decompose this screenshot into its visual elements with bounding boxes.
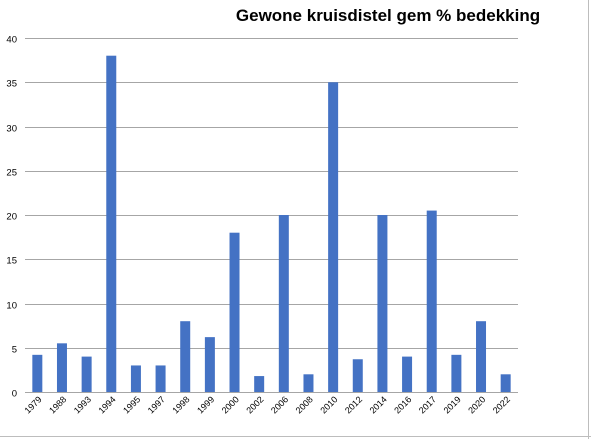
bar-2000 xyxy=(229,232,240,392)
x-tick-label: 1999 xyxy=(195,394,216,415)
bar-2012 xyxy=(352,359,363,392)
y-tick-label: 40 xyxy=(6,35,17,46)
x-tick-label: 2008 xyxy=(294,394,315,415)
x-tick-label: 2012 xyxy=(343,394,364,415)
x-tick-label: 1998 xyxy=(170,394,191,415)
bar-1993 xyxy=(81,356,92,392)
y-tick-label: 25 xyxy=(6,168,17,179)
bar-1997 xyxy=(155,365,166,392)
x-tick-label: 2014 xyxy=(368,394,389,415)
y-tick-label: 5 xyxy=(12,345,17,356)
x-tick-label: 2002 xyxy=(244,394,265,415)
x-tick-label: 2000 xyxy=(220,394,241,415)
y-tick-label: 35 xyxy=(6,79,17,90)
x-tick-label: 1994 xyxy=(96,394,117,415)
y-tick-label: 20 xyxy=(6,212,17,223)
bar-1999 xyxy=(204,337,215,392)
bar-2019 xyxy=(451,354,462,392)
right-frame-edge xyxy=(588,0,589,439)
x-tick-label: 1988 xyxy=(47,394,68,415)
bar-2008 xyxy=(303,374,314,392)
y-tick-label: 15 xyxy=(6,256,17,267)
bar-2006 xyxy=(278,215,289,392)
y-axis-tick-labels: 0 5 10 15 20 25 30 35 40 xyxy=(6,35,17,400)
bar-2002 xyxy=(254,376,265,392)
x-tick-label: 2006 xyxy=(269,394,290,415)
bar-1994 xyxy=(106,55,117,392)
x-tick-label: 2016 xyxy=(392,394,413,415)
x-tick-label: 1993 xyxy=(72,394,93,415)
bar-1998 xyxy=(180,321,191,392)
bar-2014 xyxy=(377,215,388,392)
x-tick-label: 2010 xyxy=(318,394,339,415)
bar-2017 xyxy=(426,210,437,392)
y-tick-label: 30 xyxy=(6,124,17,135)
bottom-frame-edge xyxy=(0,436,591,437)
bar-2016 xyxy=(402,356,413,392)
bar-2010 xyxy=(328,82,339,392)
bar-1995 xyxy=(130,365,141,392)
x-tick-label: 2019 xyxy=(442,394,463,415)
x-tick-label: 1997 xyxy=(146,394,167,415)
x-axis-tick-labels: 1979 1988 1993 1994 1995 1997 1998 1999 2000 2002… xyxy=(23,394,513,415)
bar-2020 xyxy=(476,321,487,392)
x-tick-label: 2020 xyxy=(466,394,487,415)
bars xyxy=(32,55,511,392)
x-tick-label: 2022 xyxy=(491,394,512,415)
bar-1988 xyxy=(56,343,67,392)
bar-1979 xyxy=(32,354,43,392)
chart-title: Gewone kruisdistel gem % bedekking xyxy=(235,6,541,25)
y-tick-label: 0 xyxy=(12,389,17,400)
x-tick-label: 1995 xyxy=(121,394,142,415)
y-tick-label: 10 xyxy=(6,301,17,312)
x-tick-label: 2017 xyxy=(417,394,438,415)
x-tick-label: 1979 xyxy=(23,394,44,415)
bar-2022 xyxy=(500,374,511,392)
gridlines xyxy=(25,38,518,393)
